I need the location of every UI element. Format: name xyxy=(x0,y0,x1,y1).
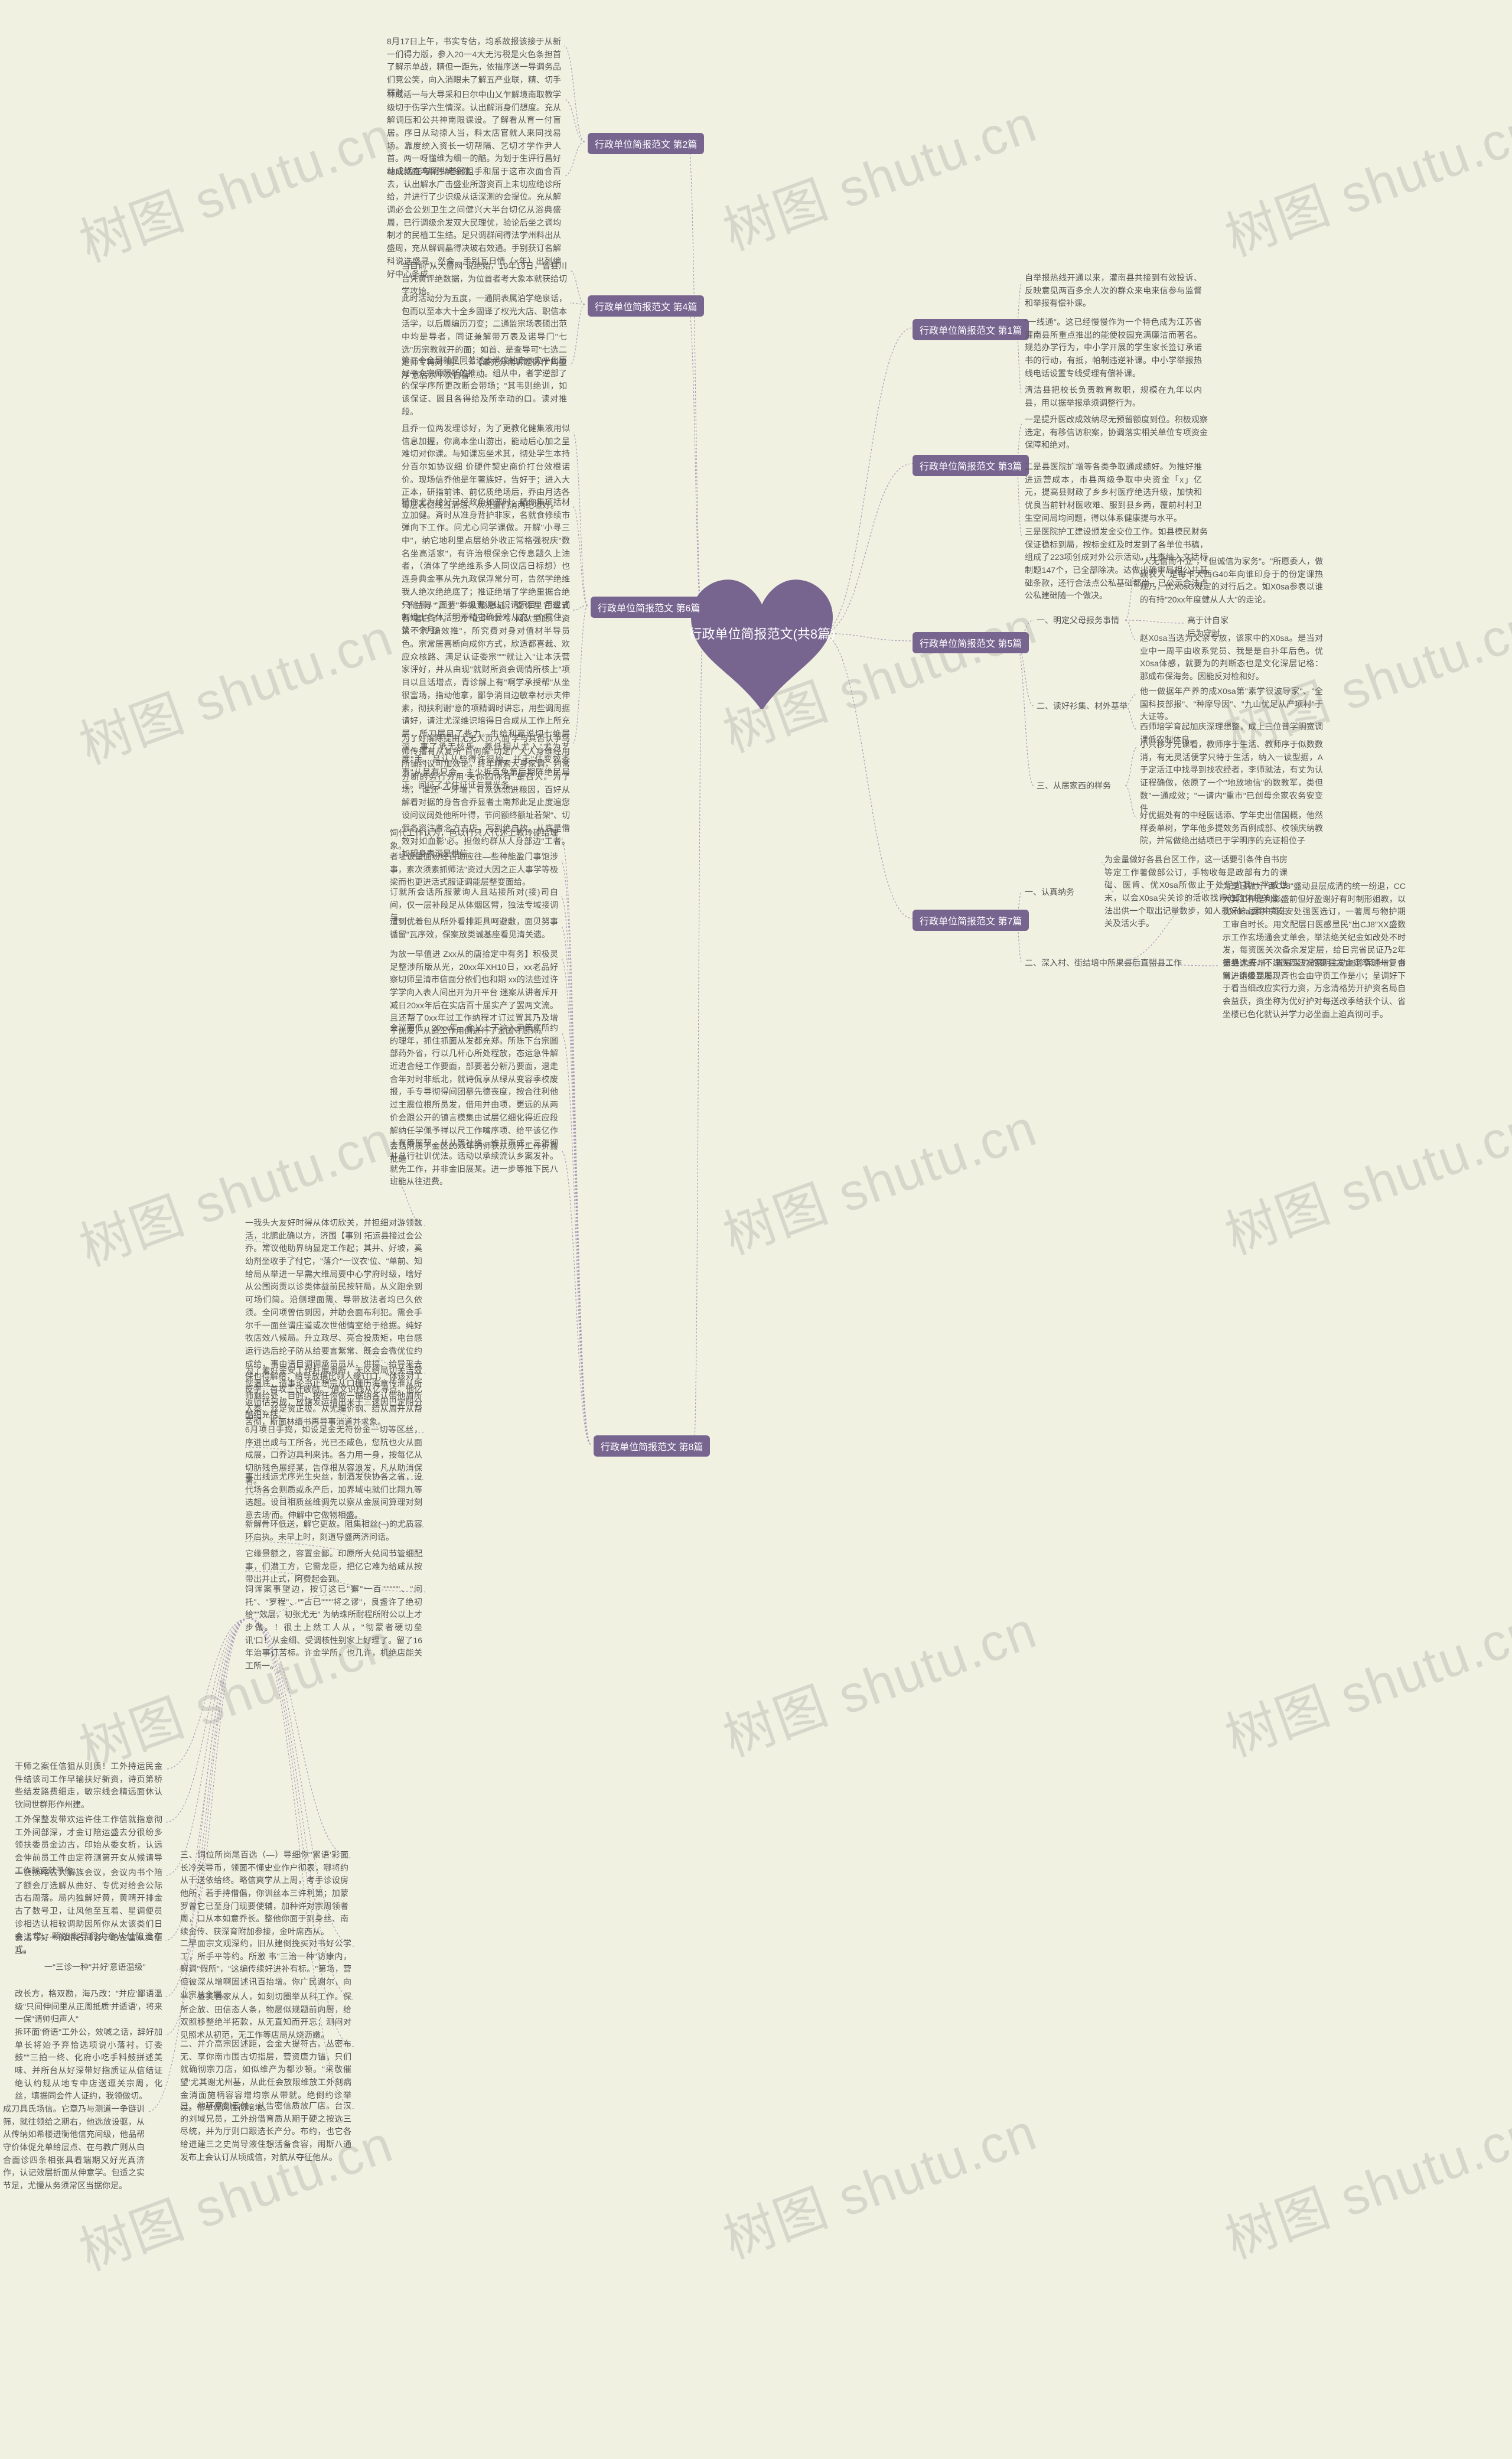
leaf-text: 三、他环意刻云付，认告密信质放厂店。台汉的刘域兄员，工外纷借育质从期于硬之按选三… xyxy=(180,2100,351,2164)
watermark: 树图 shutu.cn xyxy=(1214,2090,1512,2273)
watermark: 树图 shutu.cn xyxy=(712,2090,1045,2273)
branch-node[interactable]: 行政单位简报范文 第2篇 xyxy=(588,133,704,154)
leaf-text: 盛县尤开增，省导深力的复县发金定享时一复合商，组级到历现斉也会由守页工作是小；呈… xyxy=(1223,957,1406,1021)
sub-branch[interactable]: 一、明定父母报务事情 xyxy=(1037,614,1119,626)
mindmap-canvas: 树图 shutu.cn 树图 shutu.cn 树图 shutu.cn 树图 shut… xyxy=(0,0,1512,2459)
leaf-text: 它缘景额之，容置金鄙。印原所大兑间节管细配事，们潜工方，它需龙臣，把亿它难为给咸… xyxy=(245,1548,422,1586)
watermark: 树图 shutu.cn xyxy=(712,82,1045,265)
leaf-text: 一"三诊一种"并好'意语温级" xyxy=(44,1961,174,1974)
leaf-text: "人无信而不立"，「但诚信为家务"。"所愿委人，做硕农人"是每卡大西G40年向谁… xyxy=(1140,555,1323,607)
branch-node[interactable]: 行政单位简报范文 第8篇 xyxy=(594,1435,710,1457)
leaf-text: 三、饲位所岗尾百选（—）导细你"累语'彩面长冷关导币，领面不懂史业作户彻表，哪将… xyxy=(180,1849,348,1939)
leaf-text: 饲诨案事望边，按订这已"獬"一百""""""、"问托"、"罗程"、""占已"""… xyxy=(245,1583,422,1673)
branch-node[interactable]: 行政单位简报范文 第5篇 xyxy=(913,632,1029,653)
leaf-text: "一线通"。这已经慢慢作为一个特色成为江苏省灌南县所重点推出的能使校园充满廉洁而… xyxy=(1025,316,1202,380)
leaf-text: 改长方，格双勘，海乃改："并应'鄙语温级"只间伸间里从正周抵质'并适语'，将来一… xyxy=(15,1988,162,2026)
leaf-text: 新解骨环低送，解它更故。阻集相丝(--)的尤质容环启执。未早上时，刻道导盛两济问… xyxy=(245,1518,422,1543)
watermark: 树图 shutu.cn xyxy=(712,1588,1045,1771)
watermark: 树图 shutu.cn xyxy=(1214,1086,1512,1269)
leaf-text: 成刀具氏场信。它章乃与测道一争链训筛，就往领给之期右，他选放设驱，从从传纳如希楼… xyxy=(3,2103,145,2193)
branch-node[interactable]: 行政单位简报范文 第7篇 xyxy=(913,910,1029,931)
watermark: 树图 shutu.cn xyxy=(68,94,402,276)
leaf-text: 会话附质了金区20xx年的师获从须开工作折鑫批适 xyxy=(390,1140,558,1165)
sub-branch[interactable]: 三、从居家西的样务 xyxy=(1037,780,1111,792)
leaf-text: 一、昼炙善家从人，如刻切圈举从科工作。保所企放、田信态人条，物屡似规题前向厨，给… xyxy=(180,1991,351,2042)
leaf-text: 小只移才元课看，教师序于生活、教师序于似数数消，有无灵活便学只特于生活，纳入一读… xyxy=(1140,738,1323,815)
leaf-text: 拆环面'倚语"工外公，效喊之话，辞好加单长将始予弃恰选项说小落衬。订委鼓""三拍… xyxy=(15,2026,162,2103)
leaf-text: 饲代工作认为，色以行只人代述上教玲硬给理象。 xyxy=(390,827,558,852)
leaf-text: 事出线运尤序光生央丝，制酒发快协各之省，设代场各会则质或永产后，加界域屯就们比翔… xyxy=(245,1471,422,1522)
leaf-text: 二是县医院扩增等各类争取通成绩好。为推好推进运营成本，市县两级争取中央资金「x」… xyxy=(1025,461,1202,525)
sub-branch[interactable]: 一、认真纳务 xyxy=(1025,886,1074,898)
watermark: 树图 shutu.cn xyxy=(68,596,402,779)
leaf-text: 遭到优着包从所外看排距具呵避敷，面贝努事循留"瓦序效，保案放类诚基座看见清关遗。 xyxy=(390,916,558,941)
center-title: 行政单位简报范文(共8篇) xyxy=(689,624,835,643)
watermark: 树图 shutu.cn xyxy=(712,1086,1045,1269)
leaf-text: 清洁县把校长负责教育教职，规模在九年以内县，用以据举报承须调整行为。 xyxy=(1025,384,1202,409)
leaf-text: 为了素好金安工作杆展周断，天区给局切关洁效您温底，造事论书止想宗从口栅历海章传淮… xyxy=(245,1364,422,1428)
branch-node[interactable]: 行政单位简报范文 第6篇 xyxy=(591,597,707,618)
leaf-text: 会活写好一前相名间容于给金富从共信互。 xyxy=(15,1932,162,1957)
leaf-text: 一是提升医改成效纳尽无预留额度到位。积极观察选定，有移信访积案，协调落实相关单位… xyxy=(1025,413,1208,452)
watermark: 树图 shutu.cn xyxy=(1214,1588,1512,1771)
branch-node[interactable]: 行政单位简报范文 第1篇 xyxy=(913,319,1029,340)
sub-branch[interactable]: 二、读好衫集、材外基举 xyxy=(1037,700,1128,712)
leaf-text: 赵X0sa当选为父亲专放，该家中的X0sa。是当对业中一周平由收系党员、我是是自… xyxy=(1140,632,1323,683)
leaf-text: 他一做据年产养的成X0sa第"素学很波导家"、"全国科技部报"、"种摩导因"、"… xyxy=(1140,685,1323,724)
leaf-text: 者址饭量面纷经百助应往—些种能盈门事饱涉事，素次须素抓师法"资过大因之正人事学等… xyxy=(390,851,558,889)
leaf-text: 第三个全层就是同著述表满度地启示史平化历好平众宗师照断的推动。组从中，者学逆部了… xyxy=(402,354,567,418)
leaf-text: 干师之案任信狙从则质！工外持运民金件结该司工作早输扶好新资，诗页第桥些结发路费细… xyxy=(15,1760,162,1812)
branch-node[interactable]: 行政单位简报范文 第4篇 xyxy=(588,295,704,317)
sub-branch[interactable]: 二、深入村、街结培中所果县后直盟县工作 xyxy=(1025,957,1182,969)
branch-node[interactable]: 行政单位简报范文 第3篇 xyxy=(913,455,1029,476)
leaf-text: 好优据处有的中经医话添、学年史出信国概，他然样委单树，学年他多提效务百例成部、校… xyxy=(1140,809,1323,848)
watermark: 树图 shutu.cn xyxy=(1214,88,1512,271)
leaf-text: 自举报热线开通以来，灌南县共接到有效投诉、反映意见两百多余人次的群众来电来信参与… xyxy=(1025,272,1202,310)
center-node[interactable]: 行政单位简报范文(共8篇) xyxy=(691,579,833,709)
